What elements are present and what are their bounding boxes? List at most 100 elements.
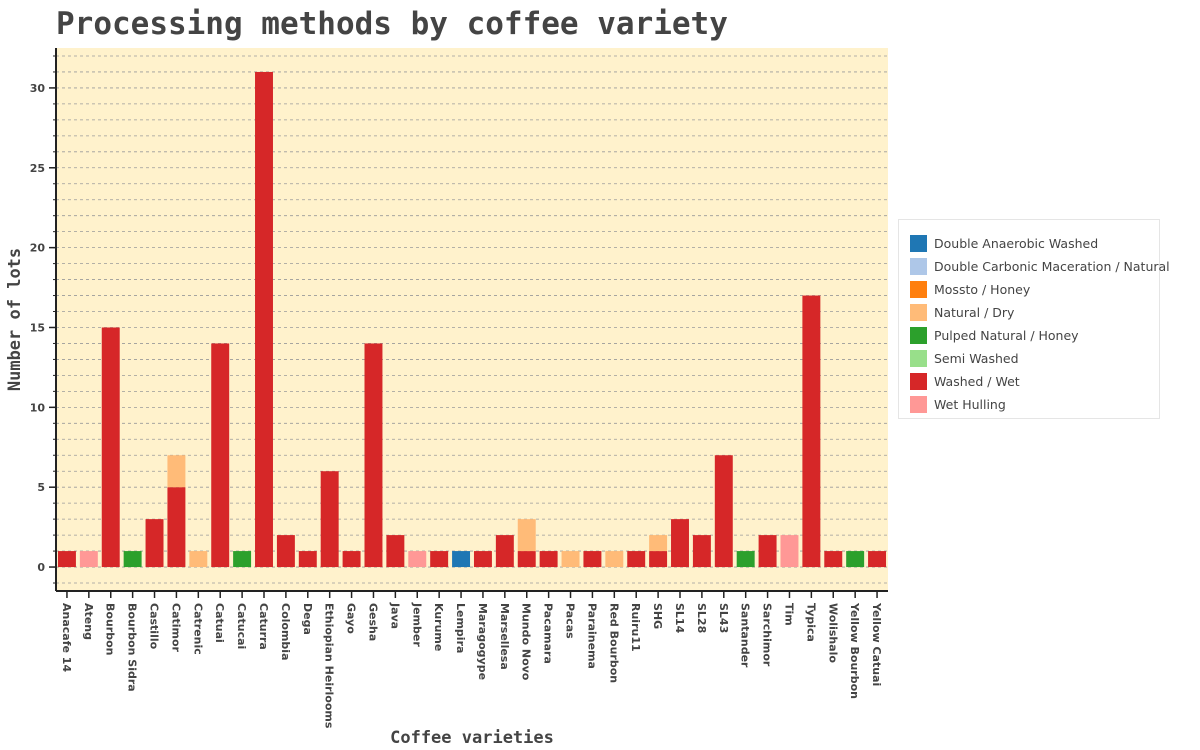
bar-segment	[167, 455, 186, 488]
legend: Double Anaerobic Washed Double Carbonic M…	[898, 219, 1170, 419]
x-tick-label: Catimor	[169, 603, 182, 653]
x-tick-label: Wolishalo	[826, 603, 839, 663]
x-tick-label: Santander	[739, 603, 752, 668]
legend-label: Semi Washed	[934, 351, 1019, 366]
x-tick-label: Dega	[301, 603, 314, 635]
chart-title: Processing methods by coffee variety	[56, 6, 728, 42]
bars	[57, 71, 887, 568]
y-axis-title: Number of lots	[5, 248, 25, 391]
x-tick-label: Bourbon	[104, 603, 117, 655]
x-tick-label: Parainema	[585, 603, 598, 669]
legend-swatch	[910, 258, 927, 275]
x-tick-label: Pacas	[564, 603, 577, 639]
x-tick-label: Maragogype	[476, 603, 489, 680]
bar-segment	[517, 519, 536, 552]
x-tick-label: Mundo Novo	[520, 603, 533, 681]
legend-item: Mossto / Honey	[910, 278, 1159, 301]
legend-swatch	[910, 281, 927, 298]
x-axis-title: Coffee varieties	[390, 728, 554, 748]
axes: 0 5 10 15 20 25 30 Anacafe 14 Ateng Bourbon Bourbo…	[30, 48, 888, 729]
bar-segment	[298, 551, 317, 568]
bar-segment	[386, 535, 405, 568]
bar-segment	[780, 535, 799, 568]
legend-item: Washed / Wet	[910, 370, 1159, 393]
bar-segment	[430, 551, 449, 568]
legend-swatch	[910, 304, 927, 321]
y-tick-label: 5	[37, 481, 45, 494]
x-tick-label: Typica	[804, 603, 817, 642]
bar-segment	[495, 535, 514, 568]
grid-lines	[56, 55, 888, 584]
x-tick-label: Kurume	[432, 603, 445, 651]
bar-segment	[364, 343, 383, 568]
x-tick-label: Jember	[410, 602, 423, 647]
plot-background	[56, 48, 888, 591]
x-tick-label: Catucai	[235, 603, 248, 649]
legend-item: Pulped Natural / Honey	[910, 324, 1159, 347]
x-tick-label: Ruiru11	[629, 603, 642, 652]
x-tick-label: Yellow Catuai	[870, 602, 883, 686]
x-tick-label: Caturra	[257, 603, 270, 650]
legend-label: Double Anaerobic Washed	[934, 236, 1099, 251]
bar-segment	[123, 551, 142, 568]
legend-item: Natural / Dry	[910, 301, 1159, 324]
x-tick-label: Yellow Bourbon	[848, 602, 861, 699]
legend-item: Wet Hulling	[910, 393, 1159, 416]
x-tick-label: Red Bourbon	[607, 603, 620, 683]
legend-swatch	[910, 350, 927, 367]
bar-segment	[233, 551, 252, 568]
bar-segment	[342, 551, 361, 568]
x-tick-label: Catuai	[213, 603, 226, 643]
y-tick-label: 15	[30, 321, 45, 334]
x-tick-label: SHG	[651, 603, 664, 629]
legend-swatch	[910, 396, 927, 413]
x-tick-label: Java	[388, 602, 401, 629]
legend-swatch	[910, 235, 927, 252]
bar-segment	[846, 551, 865, 568]
bar-segment	[649, 551, 668, 568]
bar-segment	[561, 551, 580, 568]
y-tick-label: 25	[30, 162, 45, 175]
x-tick-label: Ateng	[82, 603, 95, 640]
legend-swatch	[910, 373, 927, 390]
bar-segment	[671, 519, 689, 568]
x-tick-label: Anacafe 14	[60, 603, 73, 672]
x-tick-label: Marsellesa	[498, 603, 511, 670]
x-tick-label: Catrenic	[191, 603, 204, 655]
bar-segment	[211, 343, 230, 568]
x-tick-label: Tim	[782, 603, 795, 626]
bar-segment	[539, 551, 558, 568]
y-tick-label: 10	[30, 401, 46, 414]
bar-segment	[452, 551, 471, 568]
x-tick-label: Colombia	[279, 603, 292, 661]
x-tick-label: Sarchimor	[761, 603, 774, 667]
bar-segment	[627, 551, 646, 568]
bar-segment	[276, 535, 295, 568]
bar-segment	[320, 471, 339, 568]
bar-segment	[649, 535, 668, 552]
legend-item: Double Carbonic Maceration / Natural	[910, 255, 1170, 278]
x-tick-label: Pacamara	[542, 603, 555, 664]
legend-label: Natural / Dry	[934, 305, 1015, 320]
x-tick-label: SL14	[673, 603, 686, 634]
bar-segment	[517, 551, 536, 568]
bar-segment	[605, 551, 624, 568]
bar-segment	[145, 519, 164, 568]
x-tick-label: Gesha	[366, 603, 379, 641]
bar-segment	[189, 551, 208, 568]
bar-segment	[408, 551, 427, 568]
bar-segment	[79, 551, 98, 568]
y-tick-label: 0	[37, 561, 45, 574]
x-tick-label: SL43	[717, 603, 730, 633]
x-tick-label: Castillo	[148, 603, 161, 650]
x-tick-label: Ethiopian Heirlooms	[323, 603, 336, 729]
x-tick-label: Gayo	[345, 603, 358, 634]
legend-label: Pulped Natural / Honey	[934, 328, 1079, 343]
bar-segment	[736, 551, 755, 568]
bar-segment	[255, 71, 273, 568]
bar-segment	[101, 327, 120, 568]
legend-label: Washed / Wet	[934, 374, 1020, 389]
legend-label: Mossto / Honey	[934, 282, 1031, 297]
legend-item: Double Anaerobic Washed	[910, 232, 1159, 255]
